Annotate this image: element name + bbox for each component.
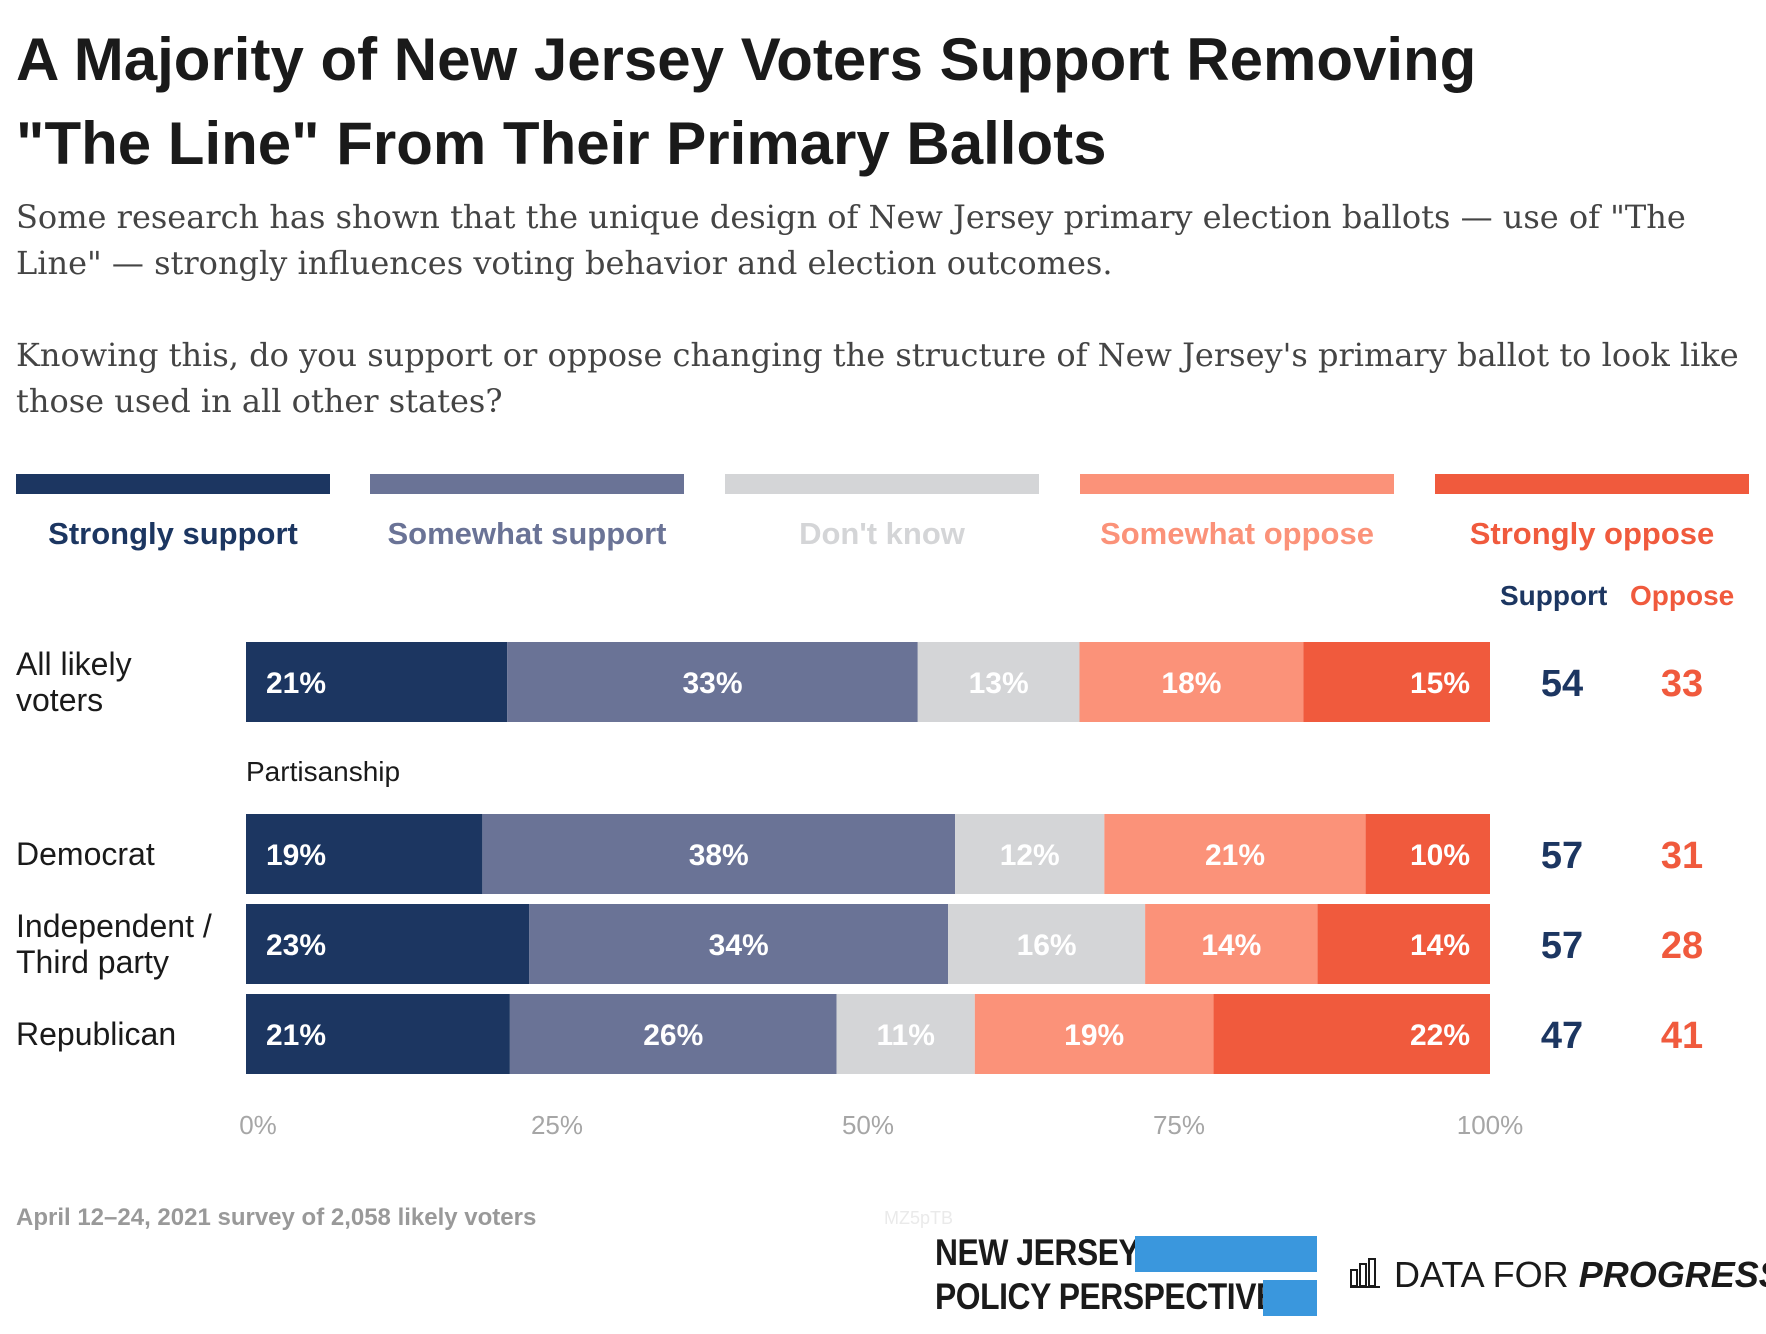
bar-segment-independent-strongly-support [246, 904, 530, 984]
segment-label-all-likely-voters-strongly-support: 21% [266, 667, 326, 700]
legend-label-strongly-oppose: Strongly oppose [1469, 516, 1715, 551]
legend-label-strongly-support: Strongly support [48, 516, 298, 551]
legend: Strongly support Somewhat support Don't … [16, 474, 1751, 554]
support-total-independent: 57 [1541, 925, 1583, 967]
segment-label-republican-somewhat-oppose: 19% [1064, 1019, 1124, 1052]
segment-label-democrat-dont-know: 12% [1000, 839, 1060, 872]
segment-label-independent-strongly-support: 23% [266, 929, 326, 962]
legend-swatch-strongly-oppose [1435, 474, 1749, 494]
bar-segment-republican-dont-know [836, 994, 975, 1074]
chart-subtitle: Some research has shown that the unique … [16, 198, 1686, 282]
x-tick-label-2: 50% [842, 1110, 894, 1140]
legend-item-strongly-oppose: Strongly oppose [1435, 474, 1749, 552]
x-tick-label-3: 75% [1153, 1110, 1205, 1140]
bar-segment-all-likely-voters-somewhat-oppose [1079, 642, 1304, 722]
segment-label-all-likely-voters-strongly-oppose: 15% [1410, 667, 1470, 700]
njpp-logo-bar-bottom [1263, 1280, 1317, 1316]
bar-segment-independent-somewhat-oppose [1145, 904, 1318, 984]
segment-label-independent-dont-know: 16% [1017, 929, 1077, 962]
chart-id: MZ5pTB [884, 1208, 954, 1228]
njpp-logo-bar-top [1135, 1236, 1317, 1272]
legend-item-dont-know: Don't know [725, 474, 1039, 552]
bar-segment-republican-somewhat-support [509, 994, 837, 1074]
bar-segment-independent-somewhat-support [529, 904, 949, 984]
survey-question: Knowing this, do you support or oppose c… [16, 336, 1739, 420]
legend-swatch-somewhat-support [370, 474, 684, 494]
njpp-logo-line-1: NEW JERSEY [935, 1232, 1140, 1273]
segment-label-republican-dont-know: 11% [877, 1019, 935, 1052]
bar-segment-democrat-strongly-support [246, 814, 483, 894]
dfp-wordmark-bold: PROGRESS [1578, 1254, 1766, 1295]
bar-segment-all-likely-voters-strongly-support [246, 642, 508, 722]
segment-label-democrat-strongly-oppose: 10% [1410, 839, 1470, 872]
legend-label-dont-know: Don't know [799, 516, 965, 551]
segment-label-democrat-somewhat-support: 38% [689, 839, 749, 872]
bar-chart-icon [1350, 1258, 1380, 1288]
segment-label-all-likely-voters-somewhat-oppose: 18% [1161, 667, 1221, 700]
legend-label-somewhat-oppose: Somewhat oppose [1100, 516, 1374, 551]
segment-label-independent-strongly-oppose: 14% [1410, 929, 1470, 962]
row-label-independent: Independent / Third party [16, 908, 212, 980]
legend-item-somewhat-oppose: Somewhat oppose [1080, 474, 1394, 552]
group-label-partisanship: Partisanship [246, 756, 401, 787]
support-column-header: Support [1500, 580, 1608, 611]
legend-item-strongly-support: Strongly support [16, 474, 330, 552]
chart-title-line-2: "The Line" From Their Primary Ballots [16, 110, 1107, 177]
segment-label-all-likely-voters-dont-know: 13% [969, 667, 1029, 700]
segment-label-republican-somewhat-support: 26% [643, 1019, 703, 1052]
segment-label-democrat-strongly-support: 19% [266, 839, 326, 872]
source-note: April 12–24, 2021 survey of 2,058 likely… [16, 1204, 537, 1231]
bar-segment-independent-strongly-oppose [1317, 904, 1490, 984]
bar-segment-democrat-strongly-oppose [1365, 814, 1490, 894]
segment-label-independent-somewhat-support: 34% [709, 929, 769, 962]
oppose-column-header: Oppose [1630, 580, 1735, 611]
support-total-all-likely-voters: 54 [1541, 663, 1583, 705]
oppose-total-democrat: 31 [1661, 835, 1703, 877]
segment-label-independent-somewhat-oppose: 14% [1201, 929, 1261, 962]
bar-segment-republican-strongly-support [246, 994, 510, 1074]
njpp-logo-line-2: POLICY PERSPECTIVE [935, 1276, 1277, 1317]
x-tick-label-4: 100% [1457, 1110, 1524, 1140]
x-tick-label-0: 0% [239, 1110, 277, 1140]
oppose-total-republican: 41 [1661, 1015, 1703, 1057]
row-label-democrat: Democrat [16, 836, 155, 872]
dfp-wordmark-light: DATA FOR [1394, 1254, 1569, 1295]
njpp-logo: NEW JERSEY POLICY PERSPECTIVE [935, 1232, 1320, 1320]
chart-title: A Majority of New Jersey Voters Support … [16, 18, 1716, 186]
row-label-all-likely-voters: All likely voters [16, 646, 132, 718]
legend-swatch-dont-know [725, 474, 1039, 494]
legend-label-somewhat-support: Somewhat support [387, 516, 667, 551]
bar-segment-all-likely-voters-dont-know [917, 642, 1080, 722]
bar-segment-democrat-dont-know [955, 814, 1105, 894]
segment-label-democrat-somewhat-oppose: 21% [1205, 839, 1265, 872]
segment-label-republican-strongly-support: 21% [266, 1019, 326, 1052]
chart-title-line-1: A Majority of New Jersey Voters Support … [16, 26, 1477, 93]
oppose-total-all-likely-voters: 33 [1661, 663, 1703, 705]
legend-item-somewhat-support: Somewhat support [370, 474, 684, 552]
bar-segment-independent-dont-know [948, 904, 1146, 984]
data-for-progress-wordmark: DATA FOR PROGRESS [1394, 1254, 1766, 1296]
data-for-progress-logo: DATA FOR PROGRESS [1350, 1254, 1766, 1298]
segment-label-all-likely-voters-somewhat-support: 33% [682, 667, 742, 700]
row-label-republican: Republican [16, 1016, 177, 1052]
x-tick-label-1: 25% [531, 1110, 583, 1140]
support-total-republican: 47 [1541, 1015, 1583, 1057]
bar-segment-republican-strongly-oppose [1213, 994, 1490, 1074]
bar-segment-democrat-somewhat-oppose [1104, 814, 1366, 894]
bar-segment-all-likely-voters-somewhat-support [507, 642, 918, 722]
bar-segment-all-likely-voters-strongly-oppose [1303, 642, 1490, 722]
segment-label-republican-strongly-oppose: 22% [1410, 1019, 1470, 1052]
support-total-democrat: 57 [1541, 835, 1583, 877]
bar-segment-republican-somewhat-oppose [974, 994, 1214, 1074]
oppose-total-independent: 28 [1661, 925, 1703, 967]
legend-swatch-strongly-support [16, 474, 330, 494]
legend-swatch-somewhat-oppose [1080, 474, 1394, 494]
bar-segment-democrat-somewhat-support [482, 814, 956, 894]
